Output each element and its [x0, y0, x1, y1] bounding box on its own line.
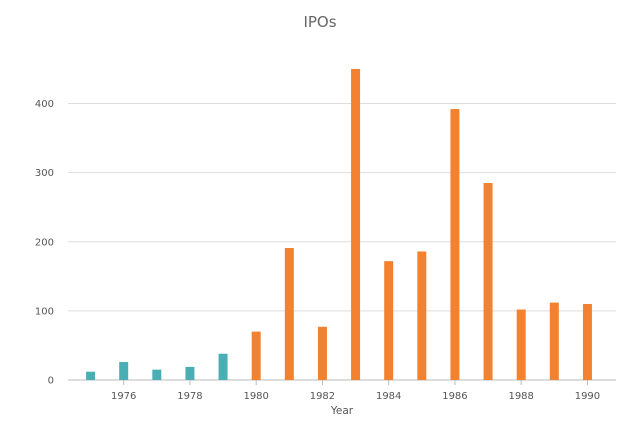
x-axis-ticks: 1976 1978 1980 1982 1984 1986 1988 1990	[111, 380, 600, 402]
bar	[417, 251, 427, 380]
y-tick-label: 100	[35, 306, 54, 317]
x-tick-label: 1986	[442, 391, 467, 402]
chart-title: IPOs	[303, 13, 336, 31]
bar	[450, 109, 460, 380]
bar	[152, 369, 162, 380]
bar	[86, 371, 96, 380]
x-tick-label: 1990	[575, 391, 600, 402]
y-tick-label: 300	[35, 168, 54, 179]
gridlines	[68, 103, 616, 381]
x-axis-label: Year	[330, 405, 354, 417]
y-tick-label: 400	[35, 99, 54, 110]
bar	[185, 366, 195, 380]
x-tick-label: 1982	[310, 391, 335, 402]
x-tick-label: 1988	[508, 391, 533, 402]
x-tick-label: 1980	[243, 391, 268, 402]
y-tick-label: 0	[48, 376, 54, 387]
bar	[582, 303, 592, 380]
bar	[218, 353, 228, 380]
bar	[251, 331, 261, 380]
bar	[284, 247, 294, 380]
x-tick-label: 1978	[177, 391, 202, 402]
bar	[549, 302, 559, 380]
bar	[351, 69, 361, 380]
y-axis-ticks: 0 100 200 300 400	[35, 99, 54, 386]
bar	[119, 362, 129, 380]
bar	[384, 261, 394, 380]
bar	[516, 309, 526, 380]
x-tick-label: 1984	[376, 391, 401, 402]
bars	[86, 69, 592, 380]
y-tick-label: 200	[35, 237, 54, 248]
bar	[483, 183, 493, 380]
bar	[317, 326, 327, 380]
x-tick-label: 1976	[111, 391, 136, 402]
